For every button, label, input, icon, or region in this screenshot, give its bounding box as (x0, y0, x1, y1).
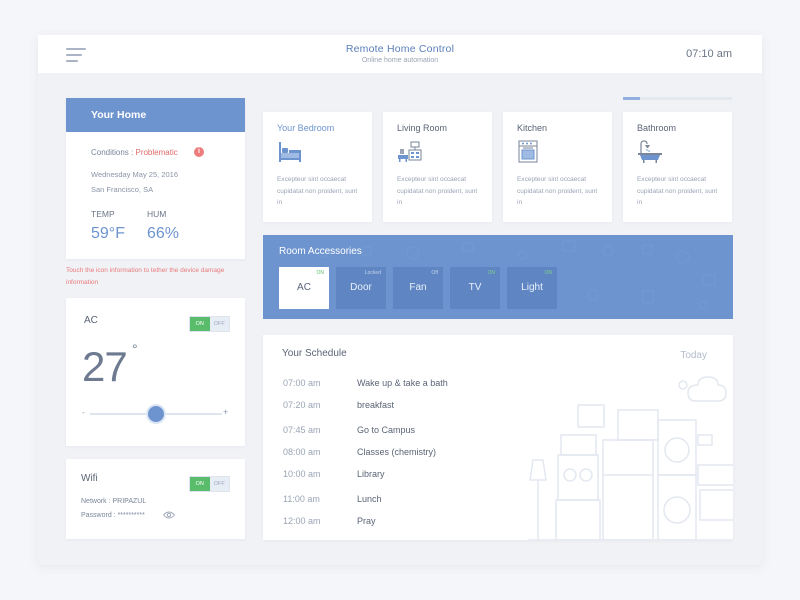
accessory-status: ON (316, 270, 325, 276)
schedule-activity[interactable]: Library (357, 469, 385, 479)
living-room-icon (398, 141, 422, 162)
wifi-password: Password : ********** (81, 512, 145, 519)
app-window: Remote Home Control Online home automati… (38, 35, 762, 565)
stove-icon (518, 140, 538, 163)
room-accessories-panel: Room Accessories AC ON Door Locked Fan O… (263, 235, 733, 319)
app-title: Remote Home Control (345, 43, 455, 55)
room-name: Kitchen (517, 123, 548, 133)
wifi-network: Network : PRIPAZUL (81, 498, 147, 505)
damage-warning: Touch the icon information to tether the… (66, 267, 225, 286)
ac-on-option[interactable]: ON (190, 317, 210, 331)
schedule-time: 07:45 am (283, 425, 321, 435)
room-description: Excepteur sint occaecat cupidatat non pr… (517, 176, 598, 206)
schedule-time: 08:00 am (283, 447, 321, 457)
ac-control-card: AC ON OFF 27 ° - + (66, 298, 245, 446)
eye-icon[interactable] (163, 511, 175, 519)
accessories-background-pattern (318, 240, 716, 310)
accessory-label: TV (468, 282, 482, 293)
room-card-bathroom[interactable]: Bathroom Excepteur sint occaecat cupidat… (623, 112, 732, 222)
top-bar: Remote Home Control Online home automati… (38, 35, 762, 73)
room-description: Excepteur sint occaecat cupidatat non pr… (397, 176, 478, 206)
schedule-time: 07:20 am (283, 400, 321, 410)
accessory-tv-button[interactable]: TV ON (450, 267, 500, 309)
accessory-status: ON (544, 270, 553, 276)
schedule-time: 12:00 am (283, 516, 321, 526)
accessory-light-button[interactable]: Light ON (507, 267, 557, 309)
ac-temperature-slider-handle[interactable] (148, 406, 164, 422)
rooms-carousel-progress-fill (623, 97, 641, 100)
ac-power-toggle[interactable]: ON OFF (189, 316, 230, 332)
temp-label: TEMP (91, 209, 115, 219)
accessory-label: Fan (409, 282, 427, 293)
ac-off-option[interactable]: OFF (209, 317, 229, 331)
accessory-label: Light (521, 282, 543, 293)
schedule-activity[interactable]: Classes (chemistry) (357, 447, 437, 457)
humidity-value: 66% (147, 225, 180, 242)
accessory-fan-button[interactable]: Fan Off (393, 267, 443, 309)
room-name: Living Room (397, 123, 448, 133)
room-card-kitchen[interactable]: Kitchen Excepteur sint occaecat cupidata… (503, 112, 612, 222)
accessory-door-button[interactable]: Door Locked (336, 267, 386, 309)
ac-increase-button[interactable]: + (223, 407, 229, 417)
schedule-activity[interactable]: Go to Campus (357, 425, 416, 435)
room-card-living-room[interactable]: Living Room Excepteur sint occaecat cupi… (383, 112, 492, 222)
room-name: Bathroom (637, 123, 677, 133)
schedule-time: 11:00 am (283, 494, 320, 504)
hamburger-menu-icon[interactable] (66, 48, 86, 62)
wifi-off-option[interactable]: OFF (209, 477, 229, 491)
accessory-status: ON (487, 270, 496, 276)
ac-degree-symbol: ° (132, 341, 138, 357)
schedule-card: Your Schedule Today 07:00 am Wake up & t… (263, 335, 733, 540)
ac-decrease-button[interactable]: - (82, 408, 85, 417)
ac-title: AC (84, 315, 98, 326)
schedule-title: Your Schedule (282, 348, 347, 359)
conditions-label: Conditions : (91, 148, 134, 157)
temp-value: 59°F (91, 225, 125, 242)
clock: 07:10 am (686, 48, 732, 60)
humidity-label: HUM (147, 209, 167, 219)
schedule-time: 10:00 am (283, 469, 321, 479)
wifi-card: Wifi ON OFF Network : PRIPAZUL Password … (66, 459, 245, 539)
home-appliances-illustration (528, 376, 733, 540)
accessory-status: Locked (364, 270, 381, 276)
bathtub-icon (638, 140, 662, 163)
accessory-ac-button[interactable]: AC ON (279, 267, 329, 309)
room-name: Your Bedroom (277, 123, 335, 133)
wifi-power-toggle[interactable]: ON OFF (189, 476, 230, 492)
home-card-title: Your Home (66, 98, 245, 132)
wifi-on-option[interactable]: ON (190, 477, 210, 491)
accessory-status: Off (431, 270, 438, 276)
room-card-bedroom[interactable]: Your Bedroom Excepteur sint occaecat cup… (263, 112, 372, 222)
home-status-card: Your Home Conditions : Problematic i Wed… (66, 98, 245, 259)
conditions-value: Problematic (135, 148, 178, 157)
info-icon[interactable]: i (194, 147, 204, 157)
schedule-activity[interactable]: Pray (357, 516, 376, 526)
app-subtitle: Online home automation (361, 57, 439, 64)
accessory-label: Door (350, 282, 372, 293)
current-date: Wednesday May 25, 2016 (91, 170, 179, 179)
schedule-activity[interactable]: Wake up & take a bath (357, 378, 448, 388)
location: San Francisco, SA (91, 185, 154, 194)
schedule-time: 07:00 am (283, 378, 321, 388)
room-description: Excepteur sint occaecat cupidatat non pr… (277, 176, 358, 206)
schedule-today-selector[interactable]: Today (680, 350, 707, 361)
schedule-activity[interactable]: Lunch (357, 494, 382, 504)
ac-temperature: 27 (82, 343, 128, 390)
room-description: Excepteur sint occaecat cupidatat non pr… (637, 176, 718, 206)
schedule-activity[interactable]: breakfast (357, 400, 395, 410)
rooms-carousel-progress (623, 97, 732, 100)
conditions-line: Conditions : Problematic (91, 148, 178, 157)
accessories-title: Room Accessories (279, 246, 362, 257)
accessory-label: AC (297, 282, 311, 293)
bed-icon (279, 142, 301, 162)
wifi-title: Wifi (81, 473, 98, 484)
